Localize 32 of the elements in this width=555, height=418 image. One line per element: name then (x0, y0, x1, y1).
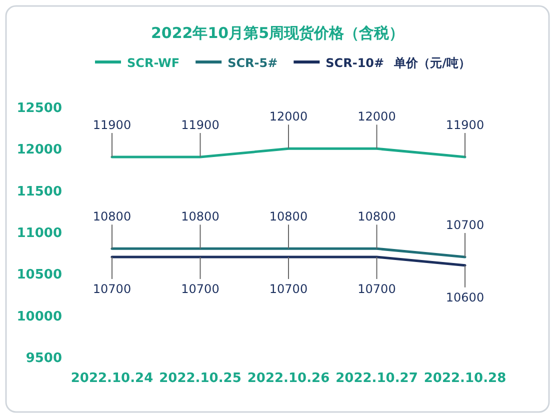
y-tick-label: 12500 (16, 101, 62, 116)
x-tick-label: 2022.10.24 (70, 371, 154, 386)
data-label: 11900 (92, 118, 132, 132)
data-label: 12000 (358, 110, 396, 124)
y-tick-label: 10500 (16, 268, 62, 283)
data-label: 11900 (181, 118, 220, 132)
legend-title: 单价（元/吨） (393, 56, 470, 70)
data-label: 11900 (446, 118, 484, 132)
data-label: 10800 (269, 210, 308, 224)
x-tick-label: 2022.10.26 (247, 371, 330, 386)
y-tick-label: 10000 (16, 309, 62, 324)
data-label: 12000 (269, 110, 308, 124)
data-label: 10800 (92, 210, 132, 224)
legend-label: SCR-10# (326, 56, 384, 70)
data-label: 10700 (181, 282, 220, 296)
y-tick-label: 11500 (16, 184, 62, 200)
data-label: 10700 (358, 282, 396, 296)
x-tick-label: 2022.10.28 (424, 371, 506, 386)
data-label: 10700 (269, 282, 308, 296)
y-tick-label: 11000 (16, 226, 62, 241)
x-tick-label: 2022.10.25 (159, 371, 242, 386)
data-label: 10700 (92, 282, 132, 296)
y-tick-label: 9500 (26, 351, 62, 366)
data-label: 10800 (358, 210, 396, 224)
legend-label: SCR-WF (127, 56, 180, 70)
chart-title: 2022年10月第5周现货价格（含税） (150, 24, 404, 42)
x-tick-label: 2022.10.27 (336, 371, 418, 386)
legend-label: SCR-5# (228, 56, 278, 70)
data-label: 10800 (181, 210, 220, 224)
data-label: 10600 (446, 290, 484, 304)
y-tick-label: 12000 (16, 142, 62, 158)
data-label: 10700 (446, 218, 484, 232)
